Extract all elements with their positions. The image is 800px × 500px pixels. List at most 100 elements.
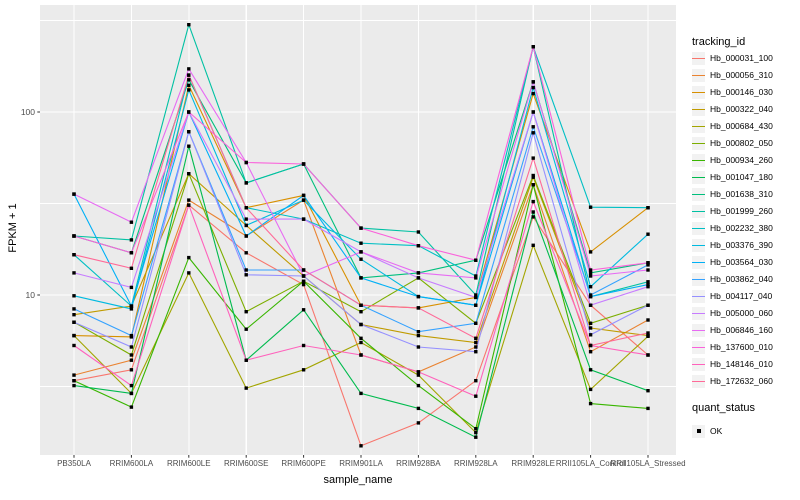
legend-item-Hb_000802_050: Hb_000802_050 xyxy=(692,136,773,150)
legend-key-swatch xyxy=(692,374,705,388)
legend-line-icon xyxy=(692,312,705,314)
x-axis-title: sample_name xyxy=(323,474,393,486)
y-tick-label: 100 xyxy=(21,107,35,117)
data-point xyxy=(129,238,134,242)
data-point xyxy=(416,421,421,425)
data-point xyxy=(588,271,593,275)
data-point xyxy=(359,257,363,261)
data-point xyxy=(646,334,650,338)
legend-item-label: OK xyxy=(710,426,723,436)
data-point xyxy=(646,303,650,307)
data-point xyxy=(301,282,306,287)
legend-key-swatch xyxy=(692,119,705,133)
data-point xyxy=(646,331,650,335)
data-point xyxy=(244,160,248,165)
x-tick-label: RRIM928LE xyxy=(511,459,555,468)
data-point xyxy=(416,294,421,299)
data-point xyxy=(416,271,421,275)
data-point xyxy=(646,206,650,210)
data-point xyxy=(187,78,191,82)
legend-item-Hb_000056_310: Hb_000056_310 xyxy=(692,68,773,82)
data-point xyxy=(301,162,306,166)
data-point xyxy=(416,330,421,334)
legend-key-swatch xyxy=(692,340,705,354)
data-point xyxy=(588,326,593,330)
legend-key-ok xyxy=(692,424,705,438)
data-point xyxy=(588,303,593,307)
legend-key-swatch xyxy=(692,323,705,337)
legend-item-label: Hb_172632_060 xyxy=(710,376,773,386)
legend-item-ok: OK xyxy=(692,424,722,438)
data-point xyxy=(588,205,593,209)
legend-item-Hb_005000_060: Hb_005000_060 xyxy=(692,306,773,320)
data-point xyxy=(588,401,593,406)
data-point xyxy=(129,405,134,409)
legend-line-icon xyxy=(692,380,705,382)
data-point xyxy=(72,307,76,311)
data-point xyxy=(187,144,191,148)
legend-item-Hb_000934_260: Hb_000934_260 xyxy=(692,153,773,167)
legend-item-label: Hb_001638_310 xyxy=(710,189,773,199)
data-point xyxy=(72,294,76,298)
legend-line-icon xyxy=(692,176,705,178)
data-point xyxy=(129,345,134,349)
legend-line-icon xyxy=(692,261,705,263)
legend-line-icon xyxy=(692,346,705,348)
legend-key-swatch xyxy=(692,357,705,371)
data-point xyxy=(474,350,478,354)
data-point xyxy=(244,310,248,314)
data-point xyxy=(531,210,535,214)
legend-item-Hb_148146_010: Hb_148146_010 xyxy=(692,357,773,371)
data-point xyxy=(359,241,363,245)
legend-item-Hb_000146_030: Hb_000146_030 xyxy=(692,85,773,99)
y-axis-title: FPKM + 1 xyxy=(7,203,19,253)
legend-item-label: Hb_006846_160 xyxy=(710,325,773,335)
data-point xyxy=(474,345,478,349)
legend-key-swatch xyxy=(692,255,705,269)
data-point xyxy=(359,226,363,230)
legend-item-Hb_006846_160: Hb_006846_160 xyxy=(692,323,773,337)
data-point xyxy=(301,268,306,272)
data-point xyxy=(474,379,478,383)
data-point xyxy=(244,251,248,255)
data-point xyxy=(531,110,535,114)
legend-key-swatch xyxy=(692,136,705,150)
data-point xyxy=(301,343,306,348)
data-point xyxy=(531,131,535,135)
data-point xyxy=(129,358,134,362)
data-point xyxy=(474,394,478,398)
data-point xyxy=(588,250,593,254)
data-point xyxy=(72,379,76,383)
data-point xyxy=(359,322,363,327)
legend-item-label: Hb_002232_380 xyxy=(710,223,773,233)
legend-line-icon xyxy=(692,159,705,161)
legend-line-icon xyxy=(692,193,705,195)
data-point xyxy=(416,244,421,248)
data-point xyxy=(244,206,248,210)
data-point xyxy=(187,23,191,27)
legend-item-label: Hb_137600_010 xyxy=(710,342,773,352)
legend-key-swatch xyxy=(692,289,705,303)
legend-line-icon xyxy=(692,227,705,229)
legend-key-swatch xyxy=(692,51,705,65)
data-point xyxy=(531,85,535,90)
x-tick-label: RRIM928LA xyxy=(454,459,498,468)
legend-item-label: Hb_003862_040 xyxy=(710,274,773,284)
data-point xyxy=(244,327,248,331)
data-point xyxy=(301,368,306,372)
data-point xyxy=(646,268,650,272)
legend-item-Hb_000031_100: Hb_000031_100 xyxy=(692,51,773,65)
data-point xyxy=(416,383,421,388)
data-point xyxy=(129,307,134,311)
data-point xyxy=(244,223,248,228)
ok-point-icon xyxy=(696,429,701,433)
data-point xyxy=(129,285,134,290)
legend-line-icon xyxy=(692,210,705,212)
data-point xyxy=(72,343,76,348)
legend-item-label: Hb_003564_030 xyxy=(710,257,773,267)
data-point xyxy=(301,308,306,312)
legend-key-swatch xyxy=(692,68,705,82)
data-point xyxy=(474,303,478,307)
data-point xyxy=(416,276,421,280)
